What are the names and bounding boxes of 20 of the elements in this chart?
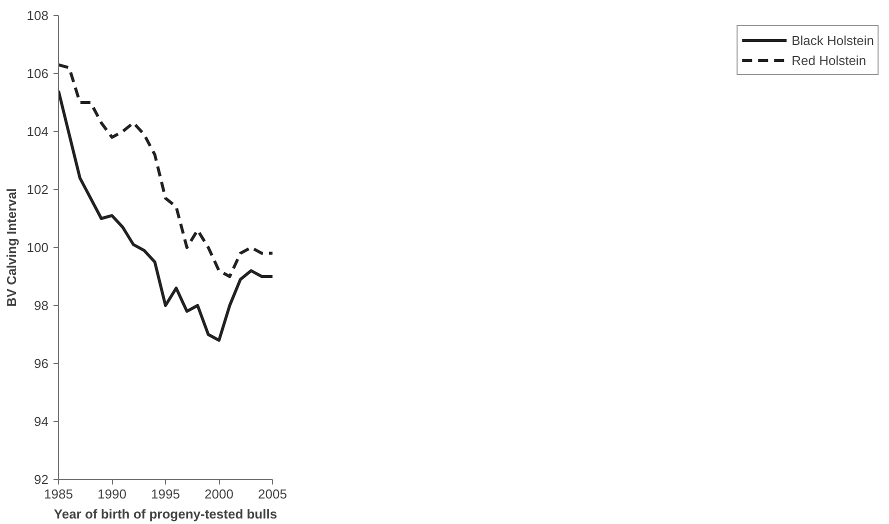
x-tick-label: 2000: [204, 486, 234, 502]
x-axis-title: Year of birth of progeny-tested bulls: [54, 506, 278, 522]
y-tick-label: 102: [26, 182, 49, 197]
legend-label: Black Holstein: [792, 32, 874, 48]
y-tick-label: 100: [26, 240, 49, 255]
legend-label: Red Holstein: [792, 52, 866, 68]
x-tick-label: 1995: [151, 486, 180, 502]
y-tick-label: 106: [26, 66, 49, 81]
y-tick-label: 92: [34, 472, 49, 487]
x-tick-label: 1985: [44, 486, 73, 502]
y-axis-title: BV Calving Interval: [4, 188, 19, 307]
line-series: [58, 89, 272, 342]
y-tick-label: 104: [26, 124, 49, 139]
line-series: [58, 63, 272, 278]
x-tick-label: 1990: [98, 486, 126, 502]
y-tick-label: 108: [26, 8, 49, 23]
x-tick-label: 2005: [258, 486, 287, 502]
y-tick-label: 98: [34, 298, 49, 313]
y-tick-label: 96: [34, 356, 49, 371]
y-tick-label: 94: [34, 414, 49, 429]
